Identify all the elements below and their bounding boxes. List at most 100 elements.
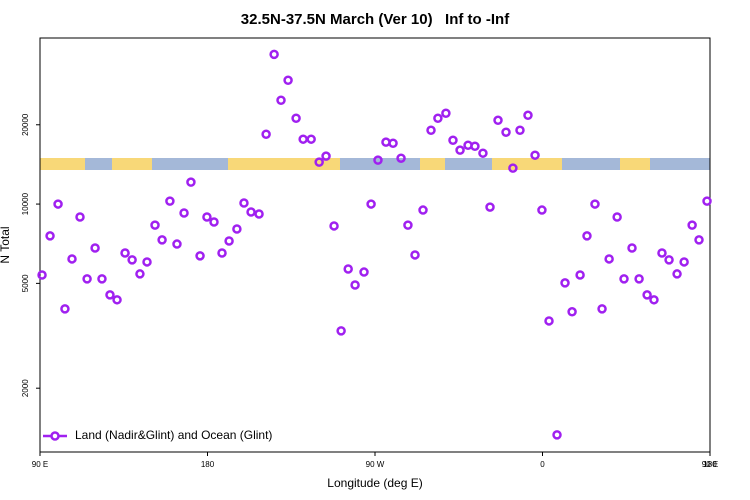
data-point (60, 304, 70, 314)
data-point (694, 235, 704, 245)
data-point (619, 274, 629, 284)
x-tick-label: 90 E (32, 460, 48, 469)
data-point (53, 199, 63, 209)
data-point (403, 220, 413, 230)
data-point (165, 196, 175, 206)
data-point (515, 125, 525, 136)
data-point (485, 202, 495, 212)
chart-title: 32.5N-37.5N March (Ver 10) Inf to -Inf (241, 11, 510, 28)
data-point (493, 115, 503, 126)
data-point (418, 205, 428, 215)
data-point (687, 220, 697, 230)
data-point (657, 248, 667, 258)
data-point (590, 199, 600, 209)
data-point (567, 307, 577, 317)
data-point (232, 224, 242, 234)
x-tick-label: 0 (540, 460, 545, 469)
data-point (261, 129, 271, 139)
data-point (530, 150, 540, 160)
data-point (560, 278, 570, 288)
x-axis-label: Longitude (deg E) (327, 476, 422, 490)
data-point (448, 135, 458, 145)
data-point (239, 198, 249, 208)
data-point (135, 269, 145, 279)
data-point (90, 243, 100, 253)
data-point (426, 125, 436, 136)
data-point (186, 177, 196, 187)
data-point (508, 163, 518, 173)
y-tick-label: 5000 (21, 274, 30, 292)
y-tick-label: 10000 (21, 192, 30, 215)
data-point (649, 295, 659, 305)
data-point (470, 141, 480, 151)
x-tick-label: 90 E (702, 460, 718, 469)
data-point (105, 290, 115, 300)
data-point (314, 157, 324, 167)
data-point (217, 248, 227, 258)
data-point (343, 264, 353, 274)
data-point (336, 326, 346, 336)
data-point (254, 209, 264, 219)
x-tick-label: 90 W (366, 460, 385, 469)
data-point (67, 254, 77, 264)
data-point (224, 236, 234, 246)
data-point (478, 148, 488, 158)
data-point (396, 153, 406, 163)
data-point (664, 255, 674, 265)
data-point (283, 75, 293, 86)
data-point (157, 235, 167, 245)
data-point (298, 134, 308, 144)
data-point (82, 274, 92, 284)
data-point (172, 239, 182, 249)
data-point (575, 270, 585, 280)
data-point (321, 151, 331, 161)
data-point (127, 255, 137, 265)
data-point (202, 212, 212, 222)
data-point (112, 295, 122, 305)
data-point (366, 199, 376, 209)
data-point (37, 270, 47, 280)
data-point (45, 231, 55, 241)
data-point (544, 316, 554, 326)
data-point (597, 304, 607, 314)
data-point (455, 145, 465, 155)
data-point (523, 110, 533, 121)
data-point (627, 243, 637, 253)
x-tick-label: 180 (703, 460, 717, 469)
data-point (329, 221, 339, 231)
data-point (634, 274, 644, 284)
data-point (672, 269, 682, 279)
data-point (350, 280, 360, 290)
data-point (388, 138, 398, 148)
data-point (552, 430, 562, 440)
data-point (359, 267, 369, 277)
data-point (246, 207, 256, 217)
legend-marker (50, 431, 60, 441)
data-point (441, 108, 451, 118)
y-tick-label: 2000 (21, 379, 30, 397)
data-point (612, 212, 622, 222)
data-point (179, 208, 189, 218)
data-point (582, 231, 592, 241)
data-point (604, 254, 614, 264)
data-point (373, 155, 383, 165)
plot-frame (39, 37, 711, 453)
data-point (702, 196, 712, 206)
surface-strip (40, 158, 710, 170)
data-point (120, 248, 130, 258)
data-point (209, 217, 219, 227)
data-point (501, 127, 511, 137)
data-point (410, 250, 420, 260)
data-point (75, 212, 85, 222)
data-point (642, 290, 652, 300)
data-point (269, 49, 279, 60)
legend-label: Land (Nadir&Glint) and Ocean (Glint) (75, 428, 272, 442)
data-point (276, 95, 286, 106)
data-point (537, 205, 547, 215)
data-point (306, 134, 316, 144)
y-tick-label: 20000 (21, 113, 30, 136)
data-point (97, 274, 107, 284)
data-point (291, 113, 301, 124)
data-point (150, 220, 160, 230)
